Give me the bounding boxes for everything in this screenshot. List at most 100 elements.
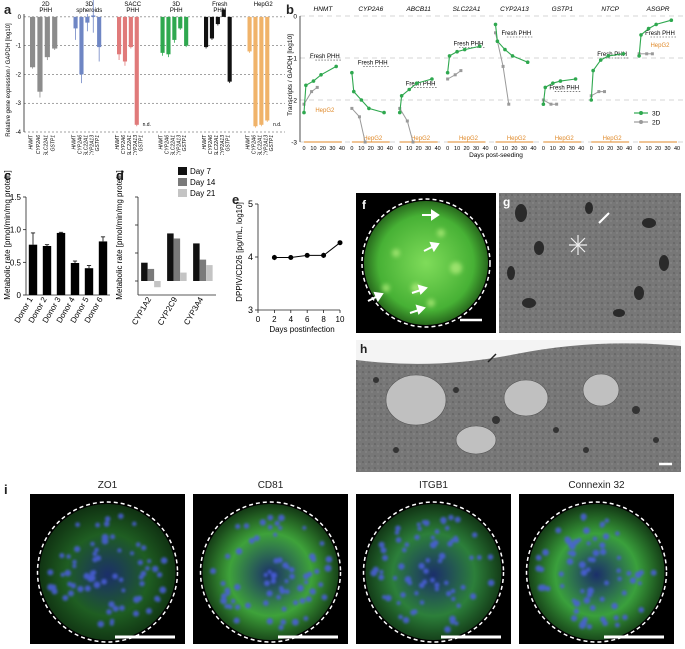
panel-i-image-itgb1	[356, 494, 511, 644]
panel-letter-a: a	[4, 2, 12, 17]
gene-label: GSTP1	[182, 135, 188, 152]
y-tick-label: -2	[291, 98, 297, 105]
hepg2-label: HepG2	[507, 136, 527, 142]
bar	[154, 281, 161, 288]
bar	[134, 16, 139, 125]
gene-label: HNMT	[202, 134, 208, 149]
x-tick-label: 0	[446, 146, 449, 152]
hepg2-label: HepG2	[411, 136, 431, 142]
x-tick-label: 40	[626, 146, 632, 152]
panel-letter-i: i	[4, 482, 8, 497]
fresh-phh-label: Fresh PHH	[645, 31, 675, 37]
group-label: spheroids	[76, 8, 102, 14]
gene-label: ASGPR	[646, 6, 670, 13]
panel-letter-g: g	[503, 195, 510, 209]
x-tick-label: 10	[454, 146, 460, 152]
hepg2-label: HepG2	[363, 136, 383, 142]
gene-label: SLC22A1	[170, 135, 176, 155]
panel-i-stain-label: ITGB1	[419, 480, 448, 491]
category-label: CYP2C9	[156, 295, 180, 327]
group-label: PHH	[170, 8, 183, 14]
x-tick-label: 30	[617, 146, 623, 152]
bar	[160, 16, 165, 53]
gene-label: CYP2A13	[500, 6, 529, 13]
spheroid-outline	[362, 501, 505, 643]
group-label: 3D	[85, 2, 93, 8]
y-tick-label: -1	[291, 56, 297, 63]
panel-i-svg	[36, 501, 179, 643]
group-label: 2D	[42, 2, 50, 8]
y-tick-label: -4	[16, 130, 22, 136]
gene-label: HNMT	[314, 6, 334, 13]
x-tick-label: 20	[559, 146, 565, 152]
bar	[128, 16, 133, 48]
series-3d-line	[590, 53, 624, 101]
series-2d-line	[351, 108, 366, 143]
bar	[227, 16, 232, 82]
gene-label: SLC22A1	[43, 135, 49, 155]
group-label: 3D	[172, 2, 180, 8]
x-tick-label: 30	[473, 146, 479, 152]
x-tick-label: 20	[320, 146, 326, 152]
y-tick-label: -3	[291, 140, 297, 147]
x-tick-label: 40	[387, 146, 393, 152]
series-2d-line	[591, 91, 605, 97]
bar	[253, 16, 258, 127]
bar	[204, 16, 209, 48]
x-tick-label: 30	[521, 146, 527, 152]
panel-c-ylabel: Metabolic rate [pmol/min/mg protein]	[3, 170, 12, 299]
group-label: PHH	[126, 8, 139, 14]
data-point	[337, 240, 343, 246]
panel-i-stain-label: ZO1	[97, 480, 118, 491]
point-2d	[411, 140, 415, 144]
x-tick-label: 20	[511, 146, 517, 152]
y-tick-label: 5	[248, 199, 253, 209]
panel-e-xlabel: Days postinfection	[269, 325, 334, 334]
panel-c-chart: Metabolic rate [pmol/min/mg protein] 0 0.…	[3, 170, 110, 325]
gene-label: CYP2A6	[77, 135, 83, 154]
bar	[28, 244, 38, 295]
panel-b-chart: Transcripts / GAPDH [log10] Days post-se…	[287, 6, 683, 159]
bar	[167, 233, 174, 281]
point-3d	[621, 52, 626, 56]
bar	[56, 232, 66, 295]
panel-g-em-image: g	[499, 193, 681, 333]
tissue-area	[528, 504, 665, 640]
x-tick-label: 30	[664, 146, 670, 152]
bar	[79, 16, 84, 75]
group-label: Fresh	[212, 2, 227, 8]
legend-label: 3D	[652, 111, 661, 118]
bar	[117, 16, 122, 55]
y-tick-label: 0	[293, 14, 297, 21]
hepg2-label: HepG2	[315, 108, 335, 114]
gene-label: HNMT	[115, 134, 121, 149]
hepg2-label: HepG2	[603, 136, 623, 142]
spheroid-outline	[199, 501, 342, 643]
panel-d-chart: Metabolic rate [pmol/min/mg protein] CYP…	[115, 167, 216, 327]
bar	[98, 241, 108, 295]
gene-label: ABCB11	[405, 6, 431, 13]
bar	[247, 16, 252, 52]
x-tick-label: 40	[339, 146, 345, 152]
series-3d-line	[447, 45, 480, 73]
group-label: PHH	[213, 8, 226, 14]
fresh-phh-label: Fresh PHH	[549, 86, 579, 92]
bar	[147, 268, 155, 281]
gene-label: CYP2A13	[176, 135, 182, 155]
y-tick-label: 4	[248, 252, 253, 262]
gene-label: CYP2A6	[36, 135, 42, 154]
bar	[42, 246, 52, 295]
legend-label: Day 7	[190, 167, 211, 176]
x-tick-label: 40	[530, 146, 536, 152]
panel-letter-b: b	[286, 2, 294, 17]
series-3d-line	[351, 72, 385, 114]
bar	[259, 16, 264, 125]
x-tick-label: 4	[289, 315, 294, 324]
x-tick-label: 30	[425, 146, 431, 152]
x-tick-label: 40	[482, 146, 488, 152]
bar	[44, 16, 50, 58]
bar	[70, 262, 80, 295]
y-tick-label: -2	[16, 72, 22, 78]
series-2d-line	[399, 108, 414, 143]
category-label: CYP1A2	[130, 295, 153, 327]
